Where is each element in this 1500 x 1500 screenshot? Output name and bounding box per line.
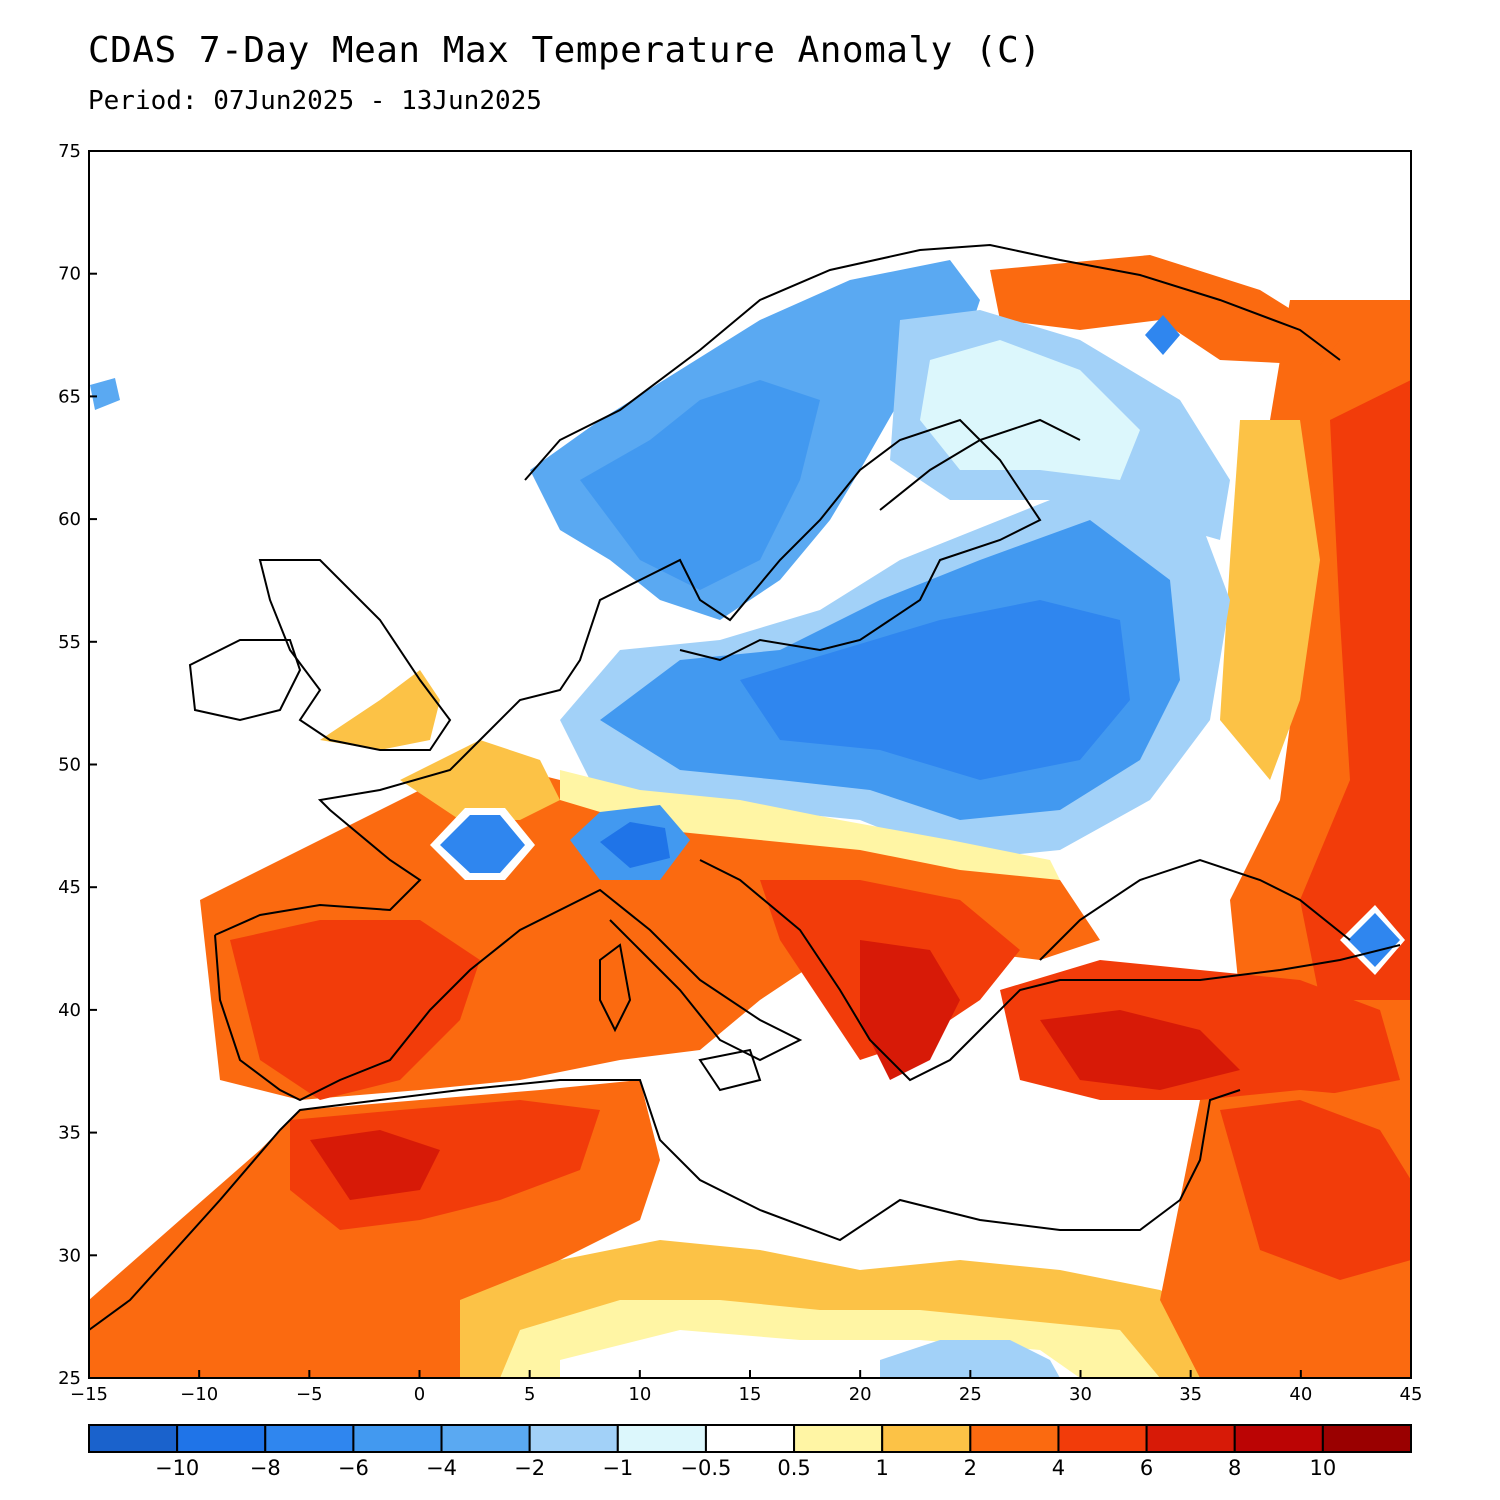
coastline-northern-europe — [214, 418, 1042, 936]
colorbar-swatch — [1321, 1424, 1413, 1453]
hot-region-russia — [1300, 380, 1411, 1000]
transition-band-central — [560, 770, 1060, 880]
cool-spot-egypt — [880, 1340, 1060, 1378]
y-axis-ticks: 25 30 35 40 45 50 55 60 65 70 75 — [58, 141, 97, 1389]
colorbar-label: −6 — [338, 1456, 369, 1480]
x-tick-label: 30 — [1069, 1384, 1092, 1405]
colorbar-label: 0.5 — [777, 1456, 810, 1480]
coastline-iberia-italy — [214, 888, 803, 1102]
coastline-great-britain — [258, 559, 452, 751]
cold-spot-caucasus — [1348, 913, 1400, 967]
coastlines — [89, 243, 1401, 1331]
x-tick-label: −10 — [180, 1384, 218, 1405]
y-tick-label: 25 — [58, 1368, 81, 1389]
colorbar-label: 10 — [1309, 1456, 1336, 1480]
colorbar-label: −0.5 — [680, 1456, 731, 1480]
y-tick-label: 75 — [58, 141, 81, 162]
x-tick-label: 40 — [1289, 1384, 1312, 1405]
colorbar-swatch — [969, 1424, 1060, 1453]
colorbar-swatch — [1233, 1424, 1324, 1453]
slightly-cool-region-finland — [920, 340, 1140, 480]
colorbar-swatch — [264, 1424, 355, 1453]
map-title: CDAS 7-Day Mean Max Temperature Anomaly … — [88, 30, 1042, 71]
coastline-black-sea — [1039, 858, 1351, 961]
coastline-scandinavia-arctic — [524, 243, 1341, 481]
y-tick-label: 55 — [58, 632, 81, 653]
y-tick-label: 50 — [58, 755, 81, 776]
y-tick-label: 40 — [58, 1000, 81, 1021]
y-tick-label: 70 — [58, 264, 81, 285]
colorbar-label: −2 — [514, 1456, 545, 1480]
colorbar-label: −8 — [250, 1456, 281, 1480]
coastline-sicily — [698, 1048, 762, 1092]
hot-region-middle-east — [1220, 1100, 1411, 1280]
x-tick-label: −5 — [296, 1384, 323, 1405]
colorbar-swatch — [528, 1424, 619, 1453]
x-tick-label: 5 — [524, 1384, 535, 1405]
hot-region-iberia — [230, 920, 480, 1100]
very-hot-region-atlas — [310, 1130, 440, 1200]
coastline-corsica-sardinia — [599, 943, 632, 1033]
colorbar-swatch — [176, 1424, 267, 1453]
x-tick-label: 35 — [1179, 1384, 1202, 1405]
map-period: Period: 07Jun2025 - 13Jun2025 — [88, 86, 542, 116]
x-axis-ticks: −15 −10 −5 0 5 10 15 20 25 30 35 40 45 — [70, 1370, 1422, 1405]
cold-core-alps — [600, 822, 670, 868]
colorbar-swatch — [1145, 1424, 1236, 1453]
colorbar-label: 1 — [876, 1456, 889, 1480]
colorbar-label: 2 — [964, 1456, 977, 1480]
x-tick-label: 25 — [959, 1384, 982, 1405]
colorbar-swatch — [881, 1424, 972, 1453]
y-tick-label: 60 — [58, 509, 81, 530]
colorbar-swatch — [352, 1424, 443, 1453]
y-tick-label: 65 — [58, 386, 81, 407]
mild-warm-region-france — [400, 740, 560, 820]
x-tick-label: 20 — [849, 1384, 872, 1405]
x-tick-label: −15 — [70, 1384, 108, 1405]
cold-spot-iceland — [90, 378, 120, 410]
colorbar-label: 4 — [1052, 1456, 1065, 1480]
x-tick-label: 10 — [628, 1384, 651, 1405]
colorbar-swatch — [88, 1424, 179, 1453]
colorbar-label: 6 — [1140, 1456, 1153, 1480]
y-tick-label: 45 — [58, 877, 81, 898]
colorbar-label: −1 — [602, 1456, 633, 1480]
colorbar-swatch — [704, 1424, 796, 1453]
y-tick-label: 35 — [58, 1123, 81, 1144]
mild-warm-band-russia — [1220, 420, 1320, 780]
warm-region-kola — [990, 255, 1340, 365]
colorbar-label: 8 — [1228, 1456, 1241, 1480]
colorbar-swatch — [1057, 1424, 1148, 1453]
colorbar-label: −4 — [426, 1456, 457, 1480]
coastline-gulf-of-finland — [879, 418, 1081, 511]
x-tick-label: 45 — [1400, 1384, 1423, 1405]
y-tick-label: 30 — [58, 1245, 81, 1266]
coastline-ireland — [188, 639, 302, 722]
cold-spot-france — [440, 815, 525, 873]
colorbar-swatch — [793, 1424, 884, 1453]
very-hot-region-greece — [860, 940, 960, 1080]
coastline-balkans-turkey — [699, 859, 1401, 1082]
warm-region-uk — [320, 670, 440, 750]
colder-core-eastern-europe — [740, 600, 1130, 780]
colorbar-swatch — [616, 1424, 707, 1453]
colorbar-swatch — [440, 1424, 531, 1453]
colorbar: −10 −8 −6 −4 −2 −1 −0.5 0.5 1 2 4 6 8 10 — [88, 1424, 1413, 1480]
anomaly-field — [89, 255, 1411, 1378]
cold-spot-white-sea — [1145, 315, 1180, 355]
very-hot-core-turkey — [1040, 1010, 1240, 1090]
cold-region-scandinavia — [580, 380, 820, 590]
coastline-north-africa-levant — [89, 1079, 1241, 1331]
x-tick-label: 0 — [414, 1384, 425, 1405]
colorbar-label: −10 — [155, 1456, 199, 1480]
x-tick-label: 15 — [739, 1384, 762, 1405]
